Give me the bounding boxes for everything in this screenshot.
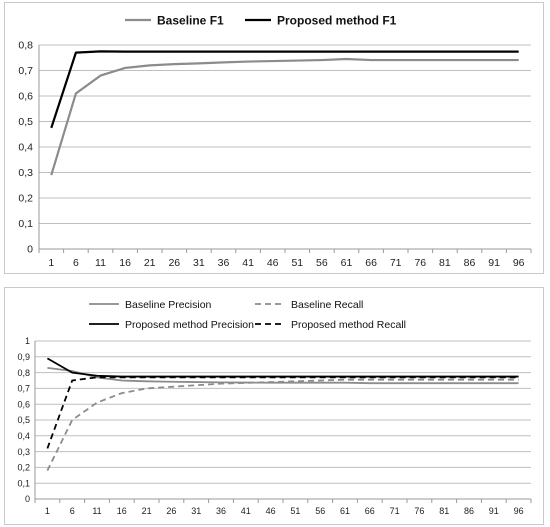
y-tick-label: 0,8 bbox=[17, 368, 30, 378]
x-tick-label: 11 bbox=[92, 506, 101, 516]
y-tick-label: 0,1 bbox=[18, 218, 33, 230]
f1-line-chart: 00,10,20,30,40,50,60,70,81 6 11 16 21 26 31 36 4… bbox=[18, 13, 532, 269]
y-axis-tick-labels: 0 0,1 0,2 0,3 0,4 0,5 0,6 0,7 0,8 bbox=[18, 40, 33, 256]
legend-label-proposed-method-f1: Proposed method F1 bbox=[277, 13, 397, 27]
legend-label-proposed-method-precision: Proposed method Precision bbox=[125, 319, 254, 331]
x-tick-label: 41 bbox=[242, 257, 254, 269]
gridlines bbox=[35, 340, 531, 500]
x-tick-label: 31 bbox=[193, 257, 205, 269]
series-line-proposed-method-recall bbox=[46, 376, 519, 449]
legend-label-baseline-recall: Baseline Recall bbox=[291, 299, 363, 311]
x-tick-label: 51 bbox=[291, 257, 303, 269]
precision-recall-chart-panel: 0 0,1 0,2 0,3 0,4 0,5 0,6 0,7 0,8 0,9 1 1 6 11 16 21 26 3… bbox=[4, 287, 544, 525]
y-tick-label: 0,3 bbox=[17, 447, 30, 457]
x-tick-label: 71 bbox=[390, 257, 402, 269]
series-lines bbox=[50, 50, 519, 176]
series-line-baseline-precision bbox=[47, 366, 519, 385]
x-tick-label: 6 bbox=[73, 257, 79, 269]
x-tick-label: 6 bbox=[70, 506, 75, 516]
f1-chart-panel: 0 0,1 0,2 0,3 0,4 0,5 0,6 0,7 0,8 1 6 11 16 21 26 31 36 4… bbox=[4, 2, 544, 274]
x-tick-label: 21 bbox=[144, 257, 156, 269]
y-tick-label: 0,9 bbox=[17, 352, 30, 362]
y-tick-label: 0,2 bbox=[17, 463, 30, 473]
x-tick-label: 61 bbox=[341, 257, 353, 269]
y-tick-label: 0,6 bbox=[18, 91, 33, 103]
y-tick-label: 0,1 bbox=[17, 478, 30, 488]
x-tick-label: 86 bbox=[464, 506, 474, 516]
y-tick-label: 0,3 bbox=[18, 167, 33, 179]
x-tick-label: 46 bbox=[267, 257, 279, 269]
x-tick-label: 16 bbox=[117, 506, 127, 516]
x-tick-label: 26 bbox=[168, 257, 180, 269]
x-axis-tick-labels: 1 6 11 16 21 26 31 36 41 46 51 56 61 66 71 76 81 86 91 96 bbox=[38, 249, 532, 269]
legend-label-proposed-method-recall: Proposed method Recall bbox=[291, 319, 406, 331]
x-tick-label: 1 bbox=[48, 257, 54, 269]
x-tick-label: 56 bbox=[316, 257, 328, 269]
y-tick-label: 0,8 bbox=[18, 40, 33, 52]
legend: Baseline Precision Baseline Recall Propose… bbox=[89, 299, 406, 331]
x-tick-label: 96 bbox=[514, 506, 524, 516]
y-tick-label: 0,6 bbox=[17, 399, 30, 409]
x-tick-label: 76 bbox=[414, 257, 426, 269]
x-tick-label: 81 bbox=[439, 506, 449, 516]
y-tick-label: 0,7 bbox=[17, 384, 30, 394]
gridlines bbox=[39, 44, 531, 250]
series-line-baseline-f1 bbox=[50, 57, 519, 176]
x-tick-label: 86 bbox=[464, 257, 476, 269]
y-tick-label: 0,4 bbox=[17, 431, 30, 441]
y-tick-label: 0 bbox=[25, 494, 30, 504]
precision-recall-line-chart: 00,10,20,30,40,50,60,70,80,911 6 11 16 21 26 3… bbox=[17, 299, 532, 516]
x-tick-label: 96 bbox=[513, 257, 525, 269]
series-line-baseline-recall bbox=[46, 378, 519, 471]
x-tick-label: 16 bbox=[119, 257, 131, 269]
x-tick-label: 36 bbox=[216, 506, 226, 516]
x-tick-label: 21 bbox=[142, 506, 152, 516]
x-tick-label: 81 bbox=[439, 257, 451, 269]
x-tick-label: 91 bbox=[488, 257, 500, 269]
legend-label-baseline-precision: Baseline Precision bbox=[125, 299, 212, 311]
y-tick-label: 1 bbox=[25, 336, 30, 346]
y-tick-label: 0 bbox=[27, 244, 33, 256]
x-tick-label: 66 bbox=[365, 257, 377, 269]
legend: Baseline F1 Proposed method F1 bbox=[125, 13, 397, 27]
x-tick-label: 46 bbox=[266, 506, 276, 516]
x-tick-label: 26 bbox=[166, 506, 176, 516]
x-tick-label: 1 bbox=[45, 506, 50, 516]
y-tick-label: 0,2 bbox=[18, 193, 33, 205]
y-tick-label: 0,4 bbox=[18, 142, 33, 154]
series-line-proposed-method-f1 bbox=[50, 50, 519, 129]
legend-label-baseline-f1: Baseline F1 bbox=[157, 13, 224, 27]
y-tick-label: 0,5 bbox=[18, 116, 33, 128]
series-line-proposed-method-precision bbox=[46, 357, 519, 378]
x-tick-label: 51 bbox=[290, 506, 300, 516]
series-lines bbox=[46, 357, 519, 471]
x-tick-label: 61 bbox=[340, 506, 350, 516]
x-tick-label: 41 bbox=[241, 506, 251, 516]
x-tick-label: 11 bbox=[95, 257, 106, 269]
x-tick-label: 36 bbox=[218, 257, 230, 269]
x-tick-label: 91 bbox=[489, 506, 499, 516]
y-tick-label: 0,5 bbox=[17, 415, 30, 425]
x-tick-label: 71 bbox=[390, 506, 400, 516]
x-tick-label: 31 bbox=[191, 506, 201, 516]
x-tick-label: 66 bbox=[365, 506, 375, 516]
x-tick-label: 76 bbox=[414, 506, 424, 516]
y-axis-tick-labels: 0 0,1 0,2 0,3 0,4 0,5 0,6 0,7 0,8 0,9 1 bbox=[17, 336, 30, 504]
x-tick-label: 56 bbox=[315, 506, 325, 516]
y-tick-label: 0,7 bbox=[18, 65, 33, 77]
x-axis-tick-labels: 1 6 11 16 21 26 31 36 41 46 51 56 61 66 71 76 81 86 91 96 bbox=[34, 499, 532, 516]
